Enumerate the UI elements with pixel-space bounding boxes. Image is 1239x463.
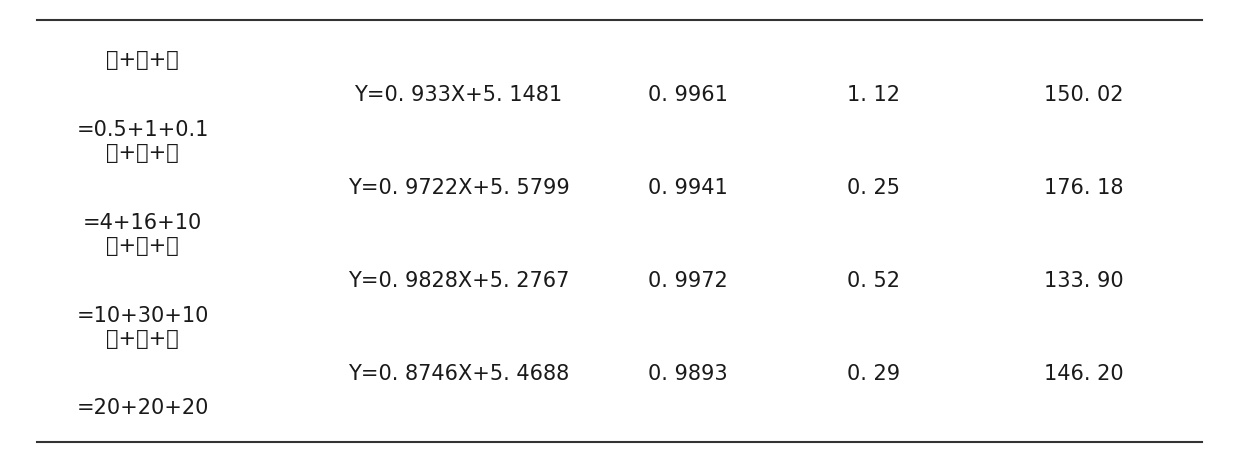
Text: Y=0. 9828X+5. 2767: Y=0. 9828X+5. 2767 (348, 270, 569, 290)
Text: =20+20+20: =20+20+20 (77, 397, 208, 418)
Text: 133. 90: 133. 90 (1044, 270, 1124, 290)
Text: 烟+辛+双: 烟+辛+双 (107, 235, 178, 256)
Text: 烟+辛+双: 烟+辛+双 (107, 50, 178, 70)
Text: 烟+辛+双: 烟+辛+双 (107, 328, 178, 348)
Text: 0. 9961: 0. 9961 (648, 85, 727, 105)
Text: 0. 25: 0. 25 (847, 177, 900, 198)
Text: 烟+辛+双: 烟+辛+双 (107, 143, 178, 163)
Text: 1. 12: 1. 12 (847, 85, 900, 105)
Text: 0. 52: 0. 52 (847, 270, 900, 290)
Text: Y=0. 9722X+5. 5799: Y=0. 9722X+5. 5799 (348, 177, 569, 198)
Text: 146. 20: 146. 20 (1044, 363, 1124, 383)
Text: =10+30+10: =10+30+10 (77, 305, 208, 325)
Text: 150. 02: 150. 02 (1044, 85, 1124, 105)
Text: 0. 29: 0. 29 (847, 363, 900, 383)
Text: 176. 18: 176. 18 (1044, 177, 1124, 198)
Text: =0.5+1+0.1: =0.5+1+0.1 (77, 119, 208, 140)
Text: 0. 9972: 0. 9972 (648, 270, 727, 290)
Text: Y=0. 8746X+5. 4688: Y=0. 8746X+5. 4688 (348, 363, 569, 383)
Text: 0. 9893: 0. 9893 (648, 363, 727, 383)
Text: Y=0. 933X+5. 1481: Y=0. 933X+5. 1481 (354, 85, 563, 105)
Text: 0. 9941: 0. 9941 (648, 177, 727, 198)
Text: =4+16+10: =4+16+10 (83, 212, 202, 232)
